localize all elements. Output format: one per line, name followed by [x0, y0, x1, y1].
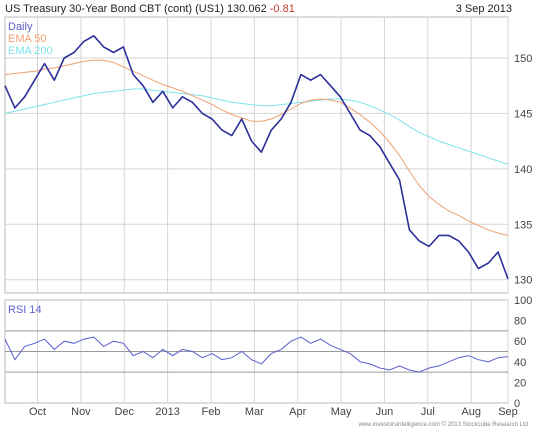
rsi-line — [4, 336, 509, 373]
rsi-y-tick-label: 100 — [514, 295, 532, 307]
y-tick-label: 150 — [514, 53, 532, 65]
legend-ema-200: EMA 200 — [8, 45, 53, 57]
y-tick-label: 135 — [514, 219, 532, 231]
instrument-name: US Treasury 30-Year Bond CBT (cont) (US1… — [5, 3, 224, 15]
last-price: 130.062 — [226, 3, 267, 15]
copyright-footer: www.investorsintelligence.com © 2013 Sto… — [358, 422, 528, 428]
x-tick-label: Oct — [29, 406, 46, 418]
chart-title: US Treasury 30-Year Bond CBT (cont) (US1… — [5, 3, 295, 15]
rsi-y-tick-label: 60 — [514, 336, 526, 348]
legend-daily: Daily — [8, 21, 33, 33]
ema-50-line — [4, 59, 509, 236]
x-tick-label: Apr — [289, 406, 306, 418]
x-tick-label: Dec — [114, 406, 134, 418]
price-change: -0.81 — [269, 3, 295, 15]
y-tick-label: 145 — [514, 108, 532, 120]
rsi-y-tick-label: 40 — [514, 357, 526, 369]
rsi-y-tick-label: 0 — [514, 398, 520, 410]
y-tick-label: 130 — [514, 275, 532, 287]
axes: Oct Nov Dec 2013 Feb Mar Apr May Jun Jul Aug Sep 130… — [29, 53, 532, 418]
price-series — [4, 34, 509, 280]
legend-rsi: RSI 14 — [8, 304, 42, 316]
x-tick-label: Mar — [245, 406, 264, 418]
rsi-y-tick-label: 80 — [514, 316, 526, 328]
x-tick-label: Nov — [71, 406, 91, 418]
x-tick-label: 2013 — [155, 406, 179, 418]
legend-ema-50: EMA 50 — [8, 33, 47, 45]
x-tick-label: Aug — [461, 406, 481, 418]
x-tick-label: Sep — [498, 406, 518, 418]
x-tick-label: May — [331, 406, 352, 418]
daily-price-line — [4, 34, 509, 280]
x-tick-label: Feb — [202, 406, 221, 418]
rsi-y-tick-label: 20 — [514, 377, 526, 389]
rsi-gridlines — [4, 299, 509, 404]
rsi-series — [4, 336, 509, 373]
y-tick-label: 140 — [514, 164, 532, 176]
ema-200-line — [4, 88, 509, 165]
x-tick-label: Jul — [421, 406, 435, 418]
price-gridlines — [4, 16, 509, 294]
chart-date: 3 Sep 2013 — [455, 3, 512, 15]
x-tick-label: Jun — [376, 406, 394, 418]
